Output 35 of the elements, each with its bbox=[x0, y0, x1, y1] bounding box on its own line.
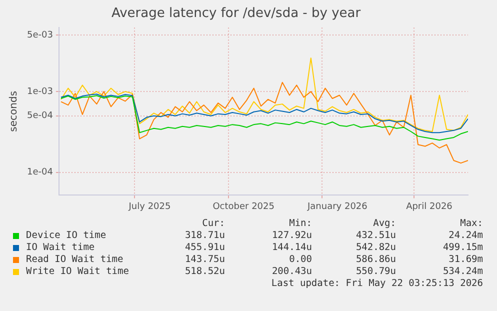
text: 534.24m bbox=[442, 266, 483, 278]
legend-label: Read IO Wait time bbox=[26, 254, 124, 266]
text: 31.69m bbox=[448, 254, 483, 266]
text: 586.86u bbox=[356, 254, 396, 266]
text: Last update: Fri May 22 03:25:13 2026 bbox=[271, 278, 483, 290]
legend-label: Device IO time bbox=[26, 230, 106, 242]
text: Avg: bbox=[373, 218, 396, 230]
x-tick-label: July 2025 bbox=[128, 202, 171, 212]
x-tick-label: October 2025 bbox=[212, 202, 274, 212]
x-tick-label: January 2026 bbox=[306, 202, 368, 212]
text: 143.75u bbox=[184, 254, 225, 266]
text: 550.79u bbox=[356, 266, 396, 278]
text: 455.91u bbox=[184, 242, 225, 254]
text: 24.24m bbox=[448, 230, 483, 242]
text: 542.82u bbox=[356, 242, 396, 254]
text: 200.43u bbox=[272, 266, 312, 278]
legend-label: Write IO Wait time bbox=[26, 266, 129, 278]
text: 318.71u bbox=[184, 230, 225, 242]
text: 0.00 bbox=[289, 254, 312, 266]
text: 432.51u bbox=[356, 230, 396, 242]
y-tick-label: 5e-03 bbox=[26, 30, 53, 40]
y-tick-label: 5e-04 bbox=[26, 111, 54, 122]
text: Min: bbox=[289, 218, 312, 230]
x-tick-label: April 2026 bbox=[406, 202, 453, 212]
text: 127.92u bbox=[272, 230, 312, 242]
text: Max: bbox=[460, 218, 483, 230]
y-tick-label: 1e-03 bbox=[26, 86, 53, 97]
text: Cur: bbox=[202, 218, 225, 230]
legend-label: IO Wait time bbox=[26, 242, 95, 254]
text: 518.52u bbox=[184, 266, 225, 278]
y-tick-label: 1e-04 bbox=[26, 168, 54, 178]
text: 144.14u bbox=[272, 242, 312, 254]
chart-title: Average latency for /dev/sda - by year bbox=[111, 6, 362, 22]
text: 499.15m bbox=[442, 242, 483, 254]
y-axis-title: seconds bbox=[8, 90, 20, 132]
